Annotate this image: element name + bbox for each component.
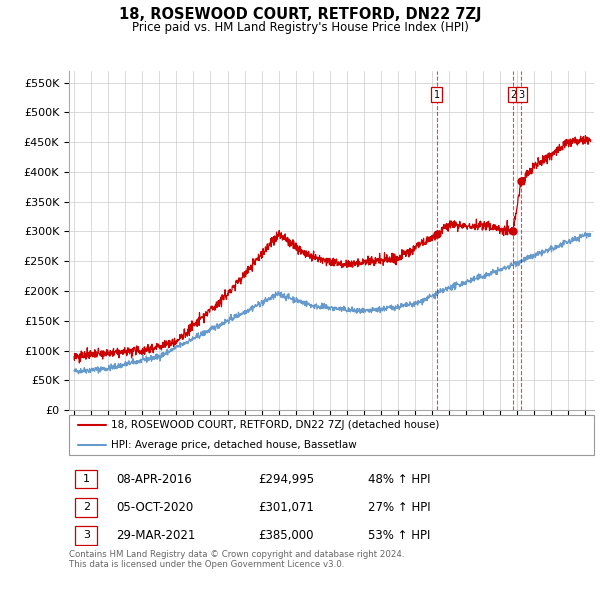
Text: 29-MAR-2021: 29-MAR-2021	[116, 529, 196, 542]
FancyBboxPatch shape	[76, 498, 97, 517]
Text: Price paid vs. HM Land Registry's House Price Index (HPI): Price paid vs. HM Land Registry's House …	[131, 21, 469, 34]
Text: 3: 3	[83, 530, 90, 540]
Text: £385,000: £385,000	[258, 529, 314, 542]
Text: 53% ↑ HPI: 53% ↑ HPI	[368, 529, 431, 542]
Text: Contains HM Land Registry data © Crown copyright and database right 2024.
This d: Contains HM Land Registry data © Crown c…	[69, 550, 404, 569]
Text: 27% ↑ HPI: 27% ↑ HPI	[368, 501, 431, 514]
FancyBboxPatch shape	[76, 526, 97, 545]
Text: 08-APR-2016: 08-APR-2016	[116, 473, 192, 486]
Text: 1: 1	[434, 90, 440, 100]
Text: HPI: Average price, detached house, Bassetlaw: HPI: Average price, detached house, Bass…	[111, 441, 357, 450]
Text: 2: 2	[510, 90, 517, 100]
Text: 18, ROSEWOOD COURT, RETFORD, DN22 7ZJ: 18, ROSEWOOD COURT, RETFORD, DN22 7ZJ	[119, 7, 481, 22]
Text: 3: 3	[518, 90, 524, 100]
Text: 05-OCT-2020: 05-OCT-2020	[116, 501, 193, 514]
Text: £301,071: £301,071	[258, 501, 314, 514]
Text: 48% ↑ HPI: 48% ↑ HPI	[368, 473, 431, 486]
Text: 18, ROSEWOOD COURT, RETFORD, DN22 7ZJ (detached house): 18, ROSEWOOD COURT, RETFORD, DN22 7ZJ (d…	[111, 421, 439, 430]
FancyBboxPatch shape	[69, 415, 594, 455]
FancyBboxPatch shape	[76, 470, 97, 489]
Text: £294,995: £294,995	[258, 473, 314, 486]
Text: 2: 2	[83, 502, 90, 512]
Text: 1: 1	[83, 474, 90, 484]
